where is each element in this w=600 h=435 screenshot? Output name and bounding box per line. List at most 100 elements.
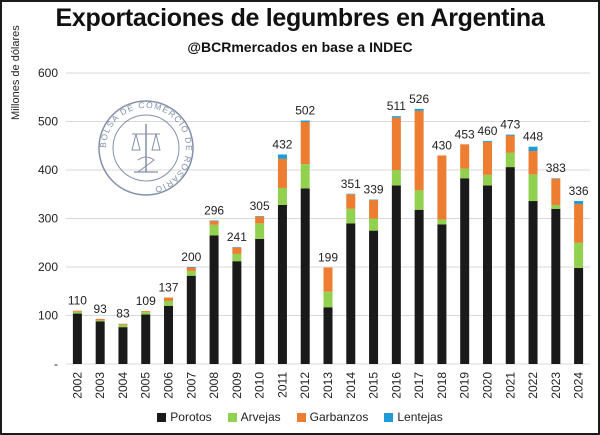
bar-lentejas-2024 — [574, 201, 584, 204]
bar-stack-2012 — [300, 120, 310, 364]
legend-item-porotos: Porotos — [157, 410, 212, 424]
total-label: 526 — [409, 92, 429, 106]
bar-stack-2023 — [551, 178, 561, 364]
x-tick-label: 2006 — [162, 372, 176, 399]
bar-arvejas-2002 — [72, 311, 82, 314]
bar-arvejas-2011 — [277, 187, 287, 205]
y-tick-label: 200 — [38, 260, 58, 274]
bar-garbanzos-2021 — [505, 135, 515, 153]
x-tick-label: 2002 — [70, 372, 84, 399]
bar-lentejas-2021 — [505, 134, 515, 136]
bar-arvejas-2020 — [482, 174, 492, 186]
legend-item-arvejas: Arvejas — [227, 410, 281, 424]
bar-porotos-2010 — [255, 238, 265, 364]
bar-stacks — [72, 108, 584, 364]
y-tick-label: 400 — [38, 163, 58, 177]
bar-garbanzos-2005 — [141, 311, 151, 313]
legend-swatch — [384, 412, 394, 422]
y-tick-label: - — [54, 357, 58, 371]
y-tick-label: 100 — [38, 309, 58, 323]
x-tick-label: 2010 — [253, 372, 267, 399]
total-label: 110 — [68, 294, 87, 308]
bar-stack-2002 — [72, 310, 82, 364]
bar-arvejas-2018 — [437, 219, 447, 225]
bar-garbanzos-2023 — [551, 178, 561, 205]
x-tick-label: 2014 — [344, 372, 358, 399]
bar-arvejas-2019 — [460, 168, 470, 179]
total-label: 383 — [546, 161, 566, 175]
x-axis-ticks: 2002 2003 2004 2005 2006 2007 2008 2009 2010 2011… — [70, 372, 585, 399]
y-tick-label: 500 — [38, 115, 58, 129]
x-tick-label: 2012 — [298, 372, 312, 399]
bar-stack-2007 — [186, 267, 196, 364]
bar-stack-2015 — [369, 199, 379, 364]
bar-porotos-2016 — [391, 185, 401, 364]
bar-stack-2022 — [528, 146, 538, 364]
bar-stack-2011 — [277, 154, 287, 364]
bar-garbanzos-2004 — [118, 323, 128, 325]
bar-arvejas-2012 — [300, 164, 310, 189]
total-label: 137 — [159, 281, 179, 295]
legend-label: Arvejas — [240, 410, 281, 424]
bar-porotos-2018 — [437, 224, 447, 364]
x-tick-label: 2024 — [572, 372, 586, 399]
bar-arvejas-2008 — [209, 224, 219, 236]
bar-stack-2020 — [482, 140, 492, 364]
total-label: 305 — [250, 199, 270, 213]
bar-garbanzos-2003 — [95, 318, 105, 321]
bar-garbanzos-2007 — [186, 267, 196, 271]
x-tick-label: 2023 — [549, 372, 563, 399]
bar-stack-2005 — [141, 311, 151, 364]
bar-garbanzos-2014 — [346, 194, 356, 209]
bar-lentejas-2011 — [277, 154, 287, 159]
bar-porotos-2020 — [482, 185, 492, 364]
bar-garbanzos-2008 — [209, 220, 219, 225]
x-tick-label: 2008 — [207, 372, 221, 399]
legend-item-garbanzos: Garbanzos — [296, 410, 368, 424]
bar-arvejas-2007 — [186, 270, 196, 276]
bar-arvejas-2024 — [574, 242, 584, 268]
total-label: 83 — [116, 307, 130, 321]
total-label: 336 — [569, 184, 589, 198]
bar-stack-2009 — [232, 247, 242, 364]
x-tick-label: 2015 — [367, 372, 381, 399]
bar-garbanzos-2018 — [437, 155, 447, 220]
bar-garbanzos-2024 — [574, 203, 584, 243]
bar-arvejas-2004 — [118, 324, 128, 328]
bar-stack-2003 — [95, 318, 105, 364]
bar-porotos-2005 — [141, 314, 151, 364]
legend-swatch — [157, 412, 167, 422]
bar-lentejas-2020 — [482, 140, 492, 142]
bar-porotos-2014 — [346, 223, 356, 364]
bar-lentejas-2016 — [391, 116, 401, 118]
bar-stack-2019 — [460, 144, 470, 364]
total-label: 241 — [227, 230, 247, 244]
bar-arvejas-2015 — [369, 218, 379, 231]
bar-garbanzos-2020 — [482, 141, 492, 175]
total-label: 339 — [364, 183, 384, 197]
bar-porotos-2013 — [323, 307, 333, 364]
bar-porotos-2019 — [460, 178, 470, 364]
total-label: 511 — [387, 99, 406, 113]
bar-arvejas-2017 — [414, 190, 424, 210]
bar-garbanzos-2013 — [323, 267, 333, 292]
x-tick-label: 2018 — [435, 372, 449, 399]
bar-stack-2008 — [209, 220, 219, 364]
x-tick-label: 2007 — [184, 372, 198, 399]
x-tick-label: 2020 — [480, 372, 494, 399]
bar-porotos-2008 — [209, 235, 219, 364]
bar-lentejas-2022 — [528, 146, 538, 152]
bar-porotos-2012 — [300, 188, 310, 364]
bar-stack-2013 — [323, 267, 333, 364]
bar-arvejas-2010 — [255, 223, 265, 239]
total-label: 351 — [341, 177, 361, 191]
bar-arvejas-2016 — [391, 170, 401, 186]
total-label: 93 — [93, 302, 107, 316]
bar-porotos-2011 — [277, 204, 287, 364]
bar-stack-2017 — [414, 108, 424, 364]
bar-porotos-2006 — [164, 305, 174, 364]
bar-stack-2018 — [437, 155, 447, 364]
bar-porotos-2009 — [232, 261, 242, 364]
legend-label: Lentejas — [397, 410, 443, 424]
